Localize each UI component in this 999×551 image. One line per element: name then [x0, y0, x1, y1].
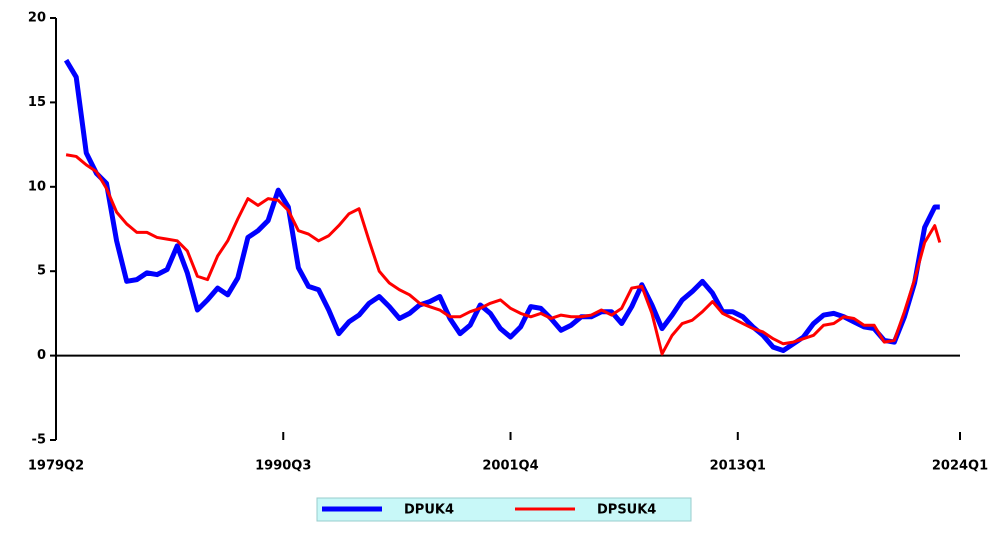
legend-label: DPUK4: [404, 503, 454, 518]
x-tick-label: 1979Q2: [28, 459, 84, 474]
legend-box: [316, 497, 692, 522]
y-tick-label: 10: [28, 179, 46, 194]
x-tick-label: 2024Q1: [932, 459, 988, 474]
x-tick-label: 1990Q3: [255, 459, 311, 474]
y-tick-label: -5: [32, 433, 46, 448]
y-tick-label: 0: [37, 348, 46, 363]
legend-label: DPSUK4: [597, 503, 656, 518]
y-tick-label: 20: [28, 11, 46, 26]
y-tick-label: 15: [28, 95, 46, 110]
y-tick-label: 5: [37, 264, 46, 279]
x-tick-label: 2001Q4: [482, 459, 538, 474]
data-line: [63, 58, 940, 354]
x-tick-label: 2013Q1: [710, 459, 766, 474]
data-line: [65, 153, 942, 356]
